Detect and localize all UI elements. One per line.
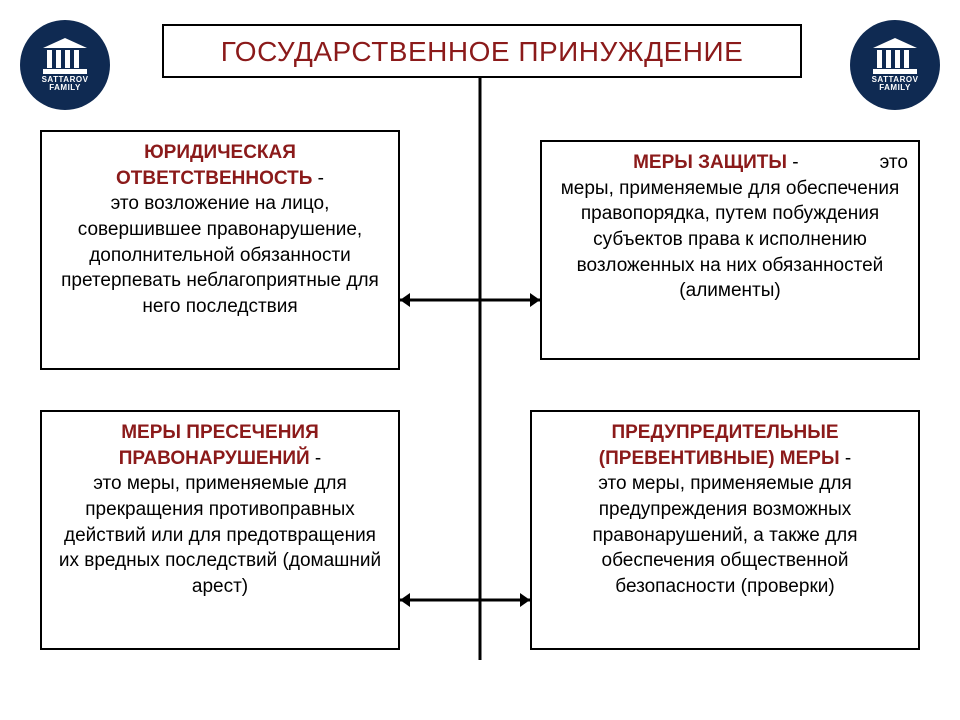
node-body: это меры, применяемые для прекращения пр… (59, 473, 381, 597)
node-body: меры, применяемые для обеспечения правоп… (561, 178, 900, 302)
logo-text-2: FAMILY (42, 84, 89, 92)
diagram-title: ГОСУДАРСТВЕННОЕ ПРИНУЖДЕНИЕ (162, 24, 802, 78)
dash: - (840, 448, 852, 469)
node-suppression-measures: МЕРЫ ПРЕСЕЧЕНИЯ ПРАВОНАРУШЕНИЙ - это мер… (40, 410, 400, 650)
title-text: ГОСУДАРСТВЕННОЕ ПРИНУЖДЕНИЕ (221, 36, 744, 67)
node-protection-measures: МЕРЫ ЗАЩИТЫ - это меры, применяемые для … (540, 140, 920, 360)
node-preventive-measures: ПРЕДУПРЕДИТЕЛЬНЫЕ (ПРЕВЕНТИВНЫЕ) МЕРЫ - … (530, 410, 920, 650)
logo-right: SATTAROV FAMILY (850, 20, 940, 110)
node-heading: МЕРЫ ПРЕСЕЧЕНИЯ ПРАВОНАРУШЕНИЙ (119, 422, 319, 469)
node-heading: ЮРИДИЧЕСКАЯ ОТВЕТСТВЕННОСТЬ (116, 142, 312, 189)
node-heading: МЕРЫ ЗАЩИТЫ (633, 152, 787, 173)
pantheon-icon (43, 38, 87, 74)
tail-word: это (880, 150, 908, 176)
node-body: это меры, применяемые для предупреждения… (592, 473, 857, 597)
node-legal-liability: ЮРИДИЧЕСКАЯ ОТВЕТСТВЕННОСТЬ - это возлож… (40, 130, 400, 370)
pantheon-icon (873, 38, 917, 74)
dash: - (787, 152, 799, 173)
dash: - (312, 168, 324, 189)
node-body: это возложение на лицо, совершившее прав… (61, 193, 379, 317)
logo-text-2: FAMILY (872, 84, 919, 92)
logo-left: SATTAROV FAMILY (20, 20, 110, 110)
node-heading: ПРЕДУПРЕДИТЕЛЬНЫЕ (ПРЕВЕНТИВНЫЕ) МЕРЫ (599, 422, 840, 469)
dash: - (310, 448, 322, 469)
